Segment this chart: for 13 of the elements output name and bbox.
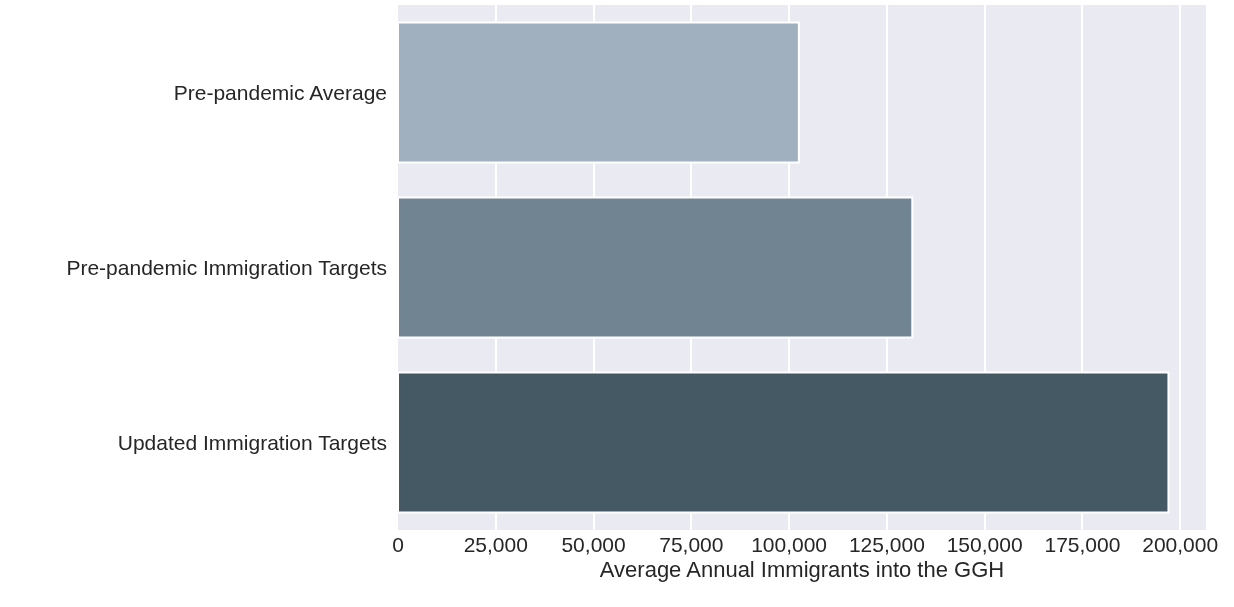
x-tick-label: 150,000 bbox=[946, 533, 1023, 556]
x-tick-label: 25,000 bbox=[463, 533, 528, 556]
x-tick-label: 0 bbox=[392, 533, 404, 556]
x-tick-label: 125,000 bbox=[848, 533, 925, 556]
y-tick-label: Pre-pandemic Average bbox=[173, 80, 387, 104]
x-tick-label: 200,000 bbox=[1142, 533, 1219, 556]
y-tick-label: Pre-pandemic Immigration Targets bbox=[66, 255, 387, 279]
y-tick-label: Updated Immigration Targets bbox=[117, 430, 387, 454]
x-axis-title: Average Annual Immigrants into the GGH bbox=[599, 556, 1005, 582]
x-tick-label: 75,000 bbox=[659, 533, 724, 556]
x-tick-label: 175,000 bbox=[1044, 533, 1121, 556]
x-tick-label: 100,000 bbox=[751, 533, 828, 556]
x-tick-label: 50,000 bbox=[561, 533, 626, 556]
